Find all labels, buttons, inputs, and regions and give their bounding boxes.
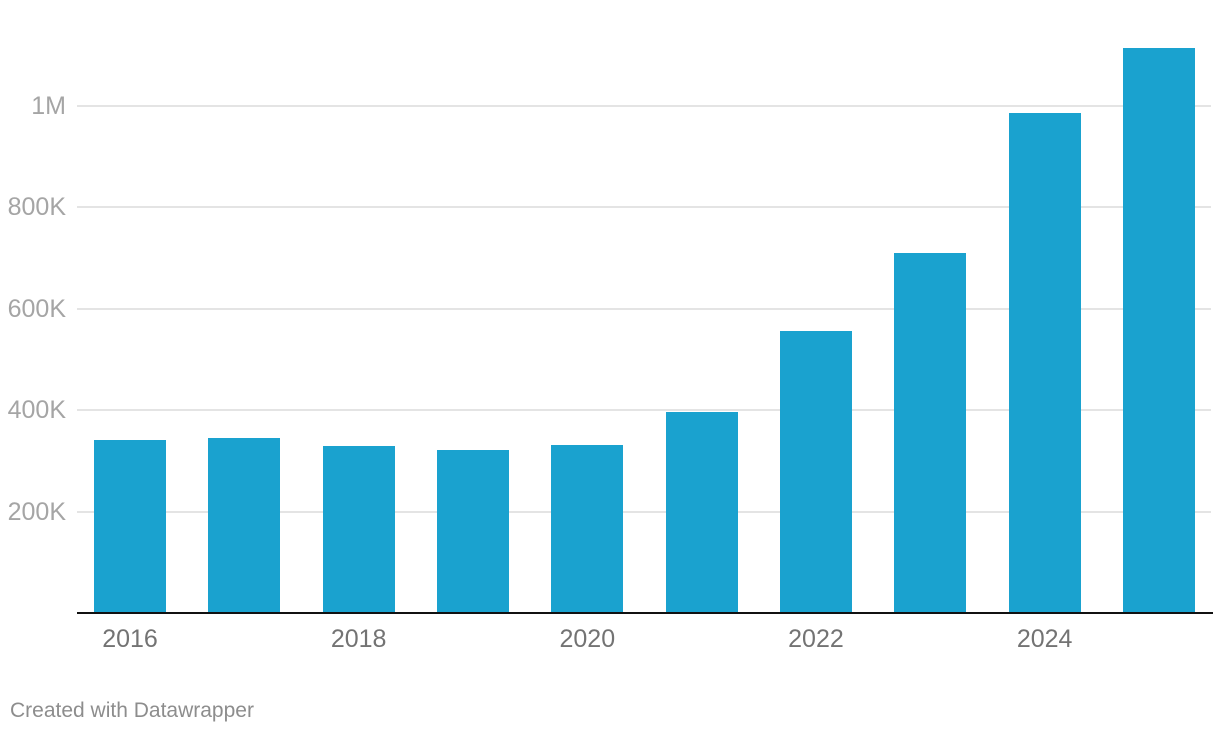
chart-footer: Created with Datawrapper xyxy=(10,698,254,724)
gridline-800k xyxy=(77,206,1211,209)
y-tick-label-400k: 400K xyxy=(7,396,66,425)
y-tick-label-600k: 600K xyxy=(7,294,66,323)
y-tick-label-800k: 800K xyxy=(7,193,66,222)
datawrapper-attribution-link[interactable]: Created with Datawrapper xyxy=(10,699,254,722)
gridline-600k xyxy=(77,307,1211,310)
bar-2025[interactable] xyxy=(1122,47,1195,613)
gridline-200k xyxy=(77,510,1211,513)
x-tick-label-2022: 2022 xyxy=(788,625,844,653)
x-tick-label-2016: 2016 xyxy=(102,625,158,653)
bar-2022[interactable] xyxy=(779,331,852,613)
bar-2016[interactable] xyxy=(94,440,166,613)
bar-2020[interactable] xyxy=(551,445,624,613)
bar-2023[interactable] xyxy=(894,253,967,613)
x-tick-label-2020: 2020 xyxy=(559,625,616,653)
gridline-400k xyxy=(77,409,1211,412)
bar-2021[interactable] xyxy=(665,411,738,613)
bar-2019[interactable] xyxy=(436,449,509,613)
x-tick-label-2018: 2018 xyxy=(330,625,387,653)
x-tick-label-2024: 2024 xyxy=(1016,625,1073,653)
y-tick-label-1m: 1M xyxy=(31,92,66,120)
bar-2024[interactable] xyxy=(1008,112,1081,613)
bar-2018[interactable] xyxy=(322,445,395,613)
y-tick-label-200k: 200K xyxy=(7,497,66,526)
x-axis-line xyxy=(77,612,1213,614)
gridline-1m xyxy=(77,105,1211,107)
bar-2017[interactable] xyxy=(208,438,281,613)
